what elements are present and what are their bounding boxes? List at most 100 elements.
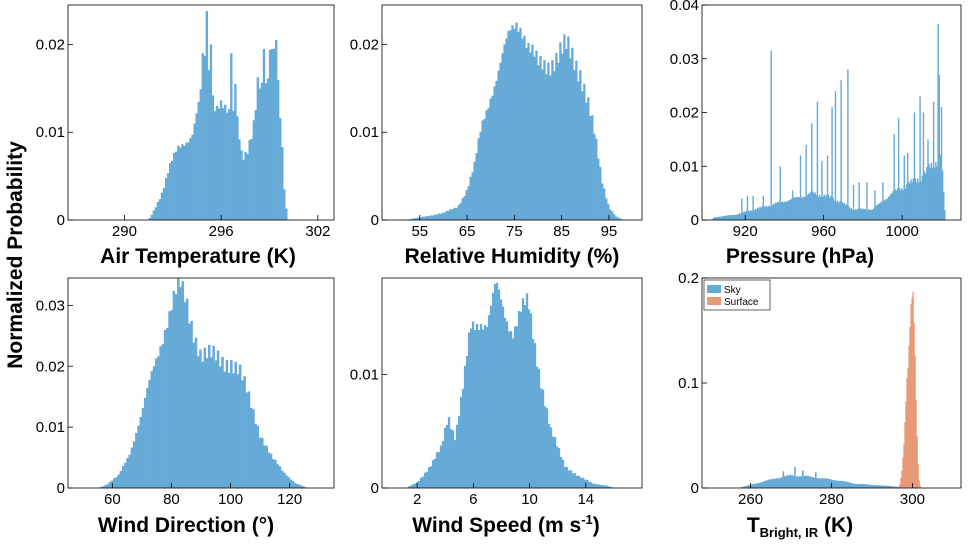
- histogram-bar: [541, 389, 545, 488]
- series-histogram: [405, 22, 624, 221]
- histogram-bar: [467, 186, 470, 220]
- histogram-bar: [497, 70, 500, 221]
- histogram-bar: [551, 60, 554, 221]
- histogram-bar: [838, 480, 840, 488]
- histogram-bar: [230, 359, 233, 488]
- histogram-bar: [886, 198, 889, 220]
- histogram-bar: [152, 366, 156, 488]
- histogram-bar: [491, 95, 494, 220]
- histogram-bar: [885, 485, 887, 488]
- histogram-bar: [557, 62, 560, 220]
- x-tick-label: 260: [738, 491, 763, 508]
- histogram-bar: [898, 486, 900, 488]
- histogram-bar: [607, 204, 610, 220]
- histogram-bar: [461, 388, 465, 488]
- histogram-bar: [862, 483, 865, 488]
- histogram-bar: [519, 27, 522, 220]
- histogram-bar: [475, 153, 478, 220]
- histogram-bar: [613, 214, 616, 220]
- histogram-bar: [890, 194, 892, 220]
- x-tick-label: 1000: [885, 223, 918, 240]
- histogram-bar: [778, 477, 781, 488]
- histogram-bar: [897, 117, 900, 220]
- histogram-bar: [821, 160, 823, 220]
- x-axis-label: Relative Humidity (%): [405, 245, 620, 268]
- histogram-bar: [840, 80, 842, 220]
- histogram-bar: [507, 331, 511, 488]
- histogram-bar: [773, 204, 776, 220]
- histogram-bar: [869, 209, 872, 220]
- histogram-bar: [822, 478, 825, 488]
- histogram-bar: [805, 144, 807, 220]
- histogram-bar: [825, 478, 827, 488]
- histogram-bar: [205, 11, 209, 221]
- histogram-bar: [469, 328, 473, 488]
- histogram-bar: [277, 79, 280, 220]
- histogram-bar: [915, 400, 917, 488]
- histogram-bar: [159, 346, 162, 488]
- histogram-bar: [764, 481, 766, 488]
- histogram-bar: [287, 477, 291, 488]
- histogram-bar: [177, 145, 180, 220]
- histogram-bar: [441, 440, 445, 488]
- histogram-bar: [537, 369, 541, 488]
- histogram-bar: [777, 478, 779, 488]
- histogram-bar: [99, 486, 103, 488]
- histogram-bar: [725, 215, 727, 220]
- histogram-bar: [535, 50, 538, 221]
- histogram-bar: [599, 485, 603, 488]
- histogram-bar: [770, 478, 773, 488]
- x-tick-label: 290: [112, 223, 137, 240]
- histogram-bar: [792, 476, 795, 488]
- axes-frame: [67, 277, 335, 489]
- histogram-bar: [750, 210, 752, 220]
- histogram-bar: [882, 485, 885, 488]
- histogram-bar: [848, 206, 850, 220]
- histogram-bar: [193, 123, 196, 220]
- histogram-bar: [715, 217, 717, 220]
- histogram-bar: [274, 459, 277, 488]
- histogram-bar: [768, 479, 770, 488]
- histogram-bar: [199, 89, 202, 220]
- histogram-bar: [790, 198, 793, 220]
- histogram-bar: [108, 482, 112, 488]
- histogram-bar: [909, 183, 911, 220]
- histogram-bar: [711, 219, 714, 220]
- histogram-bar: [835, 202, 838, 220]
- histogram-bar: [283, 472, 286, 488]
- sky-histogram: [738, 467, 909, 488]
- histogram-bar: [935, 161, 937, 220]
- histogram-bar: [119, 470, 123, 488]
- histogram-bar: [171, 160, 174, 220]
- histogram-bar: [555, 446, 559, 488]
- y-tick-label: 0.02: [350, 36, 379, 53]
- histogram-bar: [265, 445, 268, 488]
- histogram-bar: [887, 485, 890, 488]
- histogram-bar: [252, 409, 255, 488]
- histogram-bar: [800, 476, 803, 488]
- histogram-bar: [888, 196, 891, 220]
- histogram-bar: [238, 364, 242, 488]
- histogram-bar: [517, 311, 521, 488]
- histogram-bar: [205, 358, 209, 488]
- x-tick-label: 95: [601, 223, 618, 240]
- histogram-bar: [189, 137, 192, 220]
- histogram-bar: [798, 197, 801, 220]
- histogram-bar: [719, 216, 722, 220]
- histogram-bar: [838, 202, 840, 220]
- histogram-bar: [867, 209, 869, 220]
- histogram-bar: [571, 47, 574, 221]
- histogram-bar: [254, 423, 257, 488]
- histogram-bar: [786, 201, 788, 220]
- histogram-bar: [601, 183, 604, 220]
- histogram-bar: [515, 326, 519, 488]
- histogram-bar: [830, 196, 832, 220]
- legend-label: Sky: [724, 285, 741, 296]
- histogram-bar: [209, 44, 213, 221]
- histogram-bar: [451, 430, 455, 488]
- histogram-bar: [289, 479, 293, 488]
- histogram-bar: [529, 313, 533, 488]
- histogram-bar: [539, 56, 542, 221]
- histogram-bar: [738, 213, 741, 220]
- histogram-bar: [471, 321, 475, 488]
